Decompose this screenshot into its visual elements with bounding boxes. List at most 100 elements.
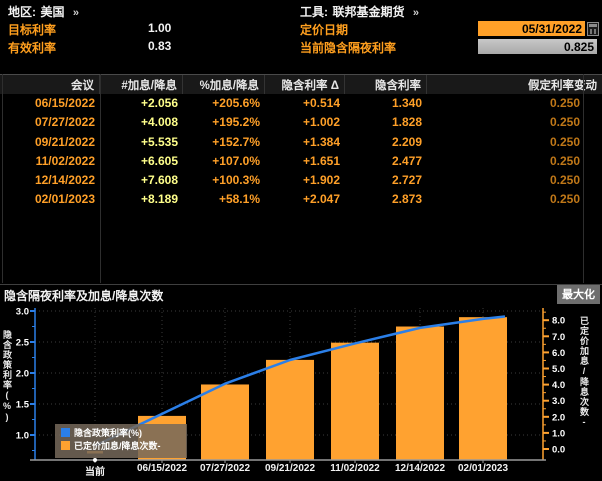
table-cell: +6.605 <box>140 153 178 168</box>
effective-rate-value: 0.83 <box>148 39 172 53</box>
tool-more-chevron[interactable]: » <box>412 7 420 19</box>
table-cell: 0.250 <box>549 96 580 110</box>
table-cell: 02/01/2023 <box>34 192 95 207</box>
column-header-4: 隐含利率 <box>345 75 427 94</box>
tool-row: 工具: 联邦基金期货 » <box>300 3 419 21</box>
table-row[interactable]: 07/27/2022 +4.008 +195.2% +1.002 1.828 0.250 <box>0 113 602 132</box>
svg-text:2.5: 2.5 <box>16 338 30 349</box>
meetings-table: 会议 #加息/降息 %加息/降息 隐含利率 Δ 隐含利率 假定利率变动 06/15/202… <box>0 74 602 210</box>
table-cell: +7.608 <box>140 173 178 188</box>
table-cell: 1.340 <box>391 96 422 110</box>
region-value[interactable]: 美国 <box>40 5 65 19</box>
svg-text:6.0: 6.0 <box>552 348 565 359</box>
table-cell: +1.902 <box>302 173 340 188</box>
x-axis-label: 09/21/2022 <box>264 463 316 474</box>
chart-area[interactable]: 3.0 2.5 2.0 1.5 1.0 0.0 1.0 2.0 3.0 4.0 5.0 6.0 7.0 8… <box>0 302 602 479</box>
table-cell: +205.6% <box>212 96 260 110</box>
right-axis-title: 已定价加息/降息次数- <box>579 316 589 428</box>
svg-text:3.0: 3.0 <box>552 396 565 407</box>
svg-text:5.0: 5.0 <box>552 364 565 375</box>
table-body: 06/15/2022 +2.056 +205.6% +0.514 1.340 0.250 0… <box>0 94 602 210</box>
svg-text:3.0: 3.0 <box>16 307 29 318</box>
implied-overnight-label: 当前隐含隔夜利率 <box>300 41 397 55</box>
table-cell: +0.514 <box>302 96 340 110</box>
table-row[interactable]: 09/21/2022 +5.535 +152.7% +1.384 2.209 0.250 <box>0 133 602 152</box>
svg-text:1.0: 1.0 <box>552 428 565 439</box>
table-cell: +152.7% <box>212 134 260 149</box>
svg-text:1.5: 1.5 <box>16 400 30 411</box>
table-cell: +4.008 <box>140 115 178 130</box>
region-more-chevron[interactable]: » <box>72 7 80 19</box>
svg-text:7.0: 7.0 <box>552 332 565 343</box>
table-cell: 0.250 <box>549 115 580 130</box>
table-cell: 06/15/2022 <box>34 96 95 110</box>
table-row[interactable]: 12/14/2022 +7.608 +100.3% +1.902 2.727 0.250 <box>0 171 602 190</box>
maximize-button[interactable]: 最大化 <box>557 285 600 304</box>
table-cell: +8.189 <box>140 192 178 207</box>
svg-text:1.0: 1.0 <box>16 431 29 442</box>
table-cell: +107.0% <box>212 153 260 168</box>
column-header-1: #加息/降息 <box>100 75 183 94</box>
combo-chart: 3.0 2.5 2.0 1.5 1.0 0.0 1.0 2.0 3.0 4.0 5.0 6.0 7.0 8… <box>16 307 565 463</box>
table-cell: 2.209 <box>391 134 422 149</box>
column-header-2: %加息/降息 <box>183 75 265 94</box>
table-row[interactable]: 06/15/2022 +2.056 +205.6% +0.514 1.340 0.250 <box>0 94 602 113</box>
svg-text:已定价加息/降息次数-: 已定价加息/降息次数- <box>74 440 161 451</box>
chart-title: 隐含隔夜利率及加息/降息次数 <box>4 289 164 303</box>
chart-divider <box>0 284 602 285</box>
table-cell: 12/14/2022 <box>34 173 95 188</box>
region-row: 地区: 美国 » <box>8 3 79 21</box>
table-cell: +1.384 <box>302 134 340 149</box>
column-header-3: 隐含利率 Δ <box>265 75 345 94</box>
table-cell: 0.250 <box>549 153 580 168</box>
table-cell: 2.477 <box>391 153 422 168</box>
svg-text:2.0: 2.0 <box>552 412 565 423</box>
target-rate-label: 目标利率 <box>8 23 57 37</box>
table-cell: 0.250 <box>549 173 580 188</box>
svg-text:0.0: 0.0 <box>552 445 565 456</box>
x-axis-label: 06/15/2022 <box>136 463 188 474</box>
svg-text:4.0: 4.0 <box>552 380 565 391</box>
table-cell: 2.727 <box>391 173 422 188</box>
x-axis-label: 02/01/2023 <box>457 463 509 474</box>
table-cell: +1.002 <box>302 115 340 130</box>
tool-label: 工具: <box>300 5 328 19</box>
column-header-5: 假定利率变动 <box>528 80 597 92</box>
svg-text:8.0: 8.0 <box>552 316 565 327</box>
x-axis-label: 当前 <box>85 467 105 478</box>
table-border-left <box>2 74 3 283</box>
table-border-right <box>583 74 584 283</box>
calendar-icon[interactable] <box>587 22 599 36</box>
table-column-divider <box>100 74 101 283</box>
table-cell: 0.250 <box>549 192 580 207</box>
table-header-row: 会议 #加息/降息 %加息/降息 隐含利率 Δ 隐含利率 假定利率变动 <box>0 74 602 94</box>
table-row[interactable]: 11/02/2022 +6.605 +107.0% +1.651 2.477 0.250 <box>0 152 602 171</box>
table-cell: +100.3% <box>212 173 260 188</box>
table-cell: 09/21/2022 <box>34 134 95 149</box>
target-rate-value: 1.00 <box>148 21 172 35</box>
table-cell: 07/27/2022 <box>34 115 95 130</box>
table-cell: 1.828 <box>391 115 422 130</box>
svg-text:隐含政策利率(%): 隐含政策利率(%) <box>74 427 142 438</box>
table-cell: 11/02/2022 <box>35 153 95 168</box>
table-cell: +2.056 <box>140 96 178 110</box>
pricing-date-label: 定价日期 <box>300 23 349 37</box>
table-cell: +2.047 <box>302 192 340 207</box>
x-axis-label: 07/27/2022 <box>199 463 251 474</box>
svg-text:2.0: 2.0 <box>16 369 29 380</box>
region-label: 地区: <box>8 5 36 19</box>
left-axis-title: 隐含政策利率(%) <box>2 330 12 423</box>
column-header-0: 会议 <box>0 75 100 94</box>
table-cell: 0.250 <box>549 134 580 149</box>
implied-overnight-input[interactable]: 0.825 <box>478 39 597 54</box>
x-axis-label: 11/02/2022 <box>330 463 380 474</box>
pricing-date-input[interactable]: 05/31/2022 <box>478 21 585 36</box>
table-cell: +5.535 <box>140 134 178 149</box>
table-row[interactable]: 02/01/2023 +8.189 +58.1% +2.047 2.873 0.250 <box>0 190 602 209</box>
table-cell: 2.873 <box>391 192 422 207</box>
table-cell: +58.1% <box>218 192 260 207</box>
effective-rate-label: 有效利率 <box>8 41 57 55</box>
tool-value[interactable]: 联邦基金期货 <box>332 5 405 19</box>
table-cell: +1.651 <box>302 153 340 168</box>
